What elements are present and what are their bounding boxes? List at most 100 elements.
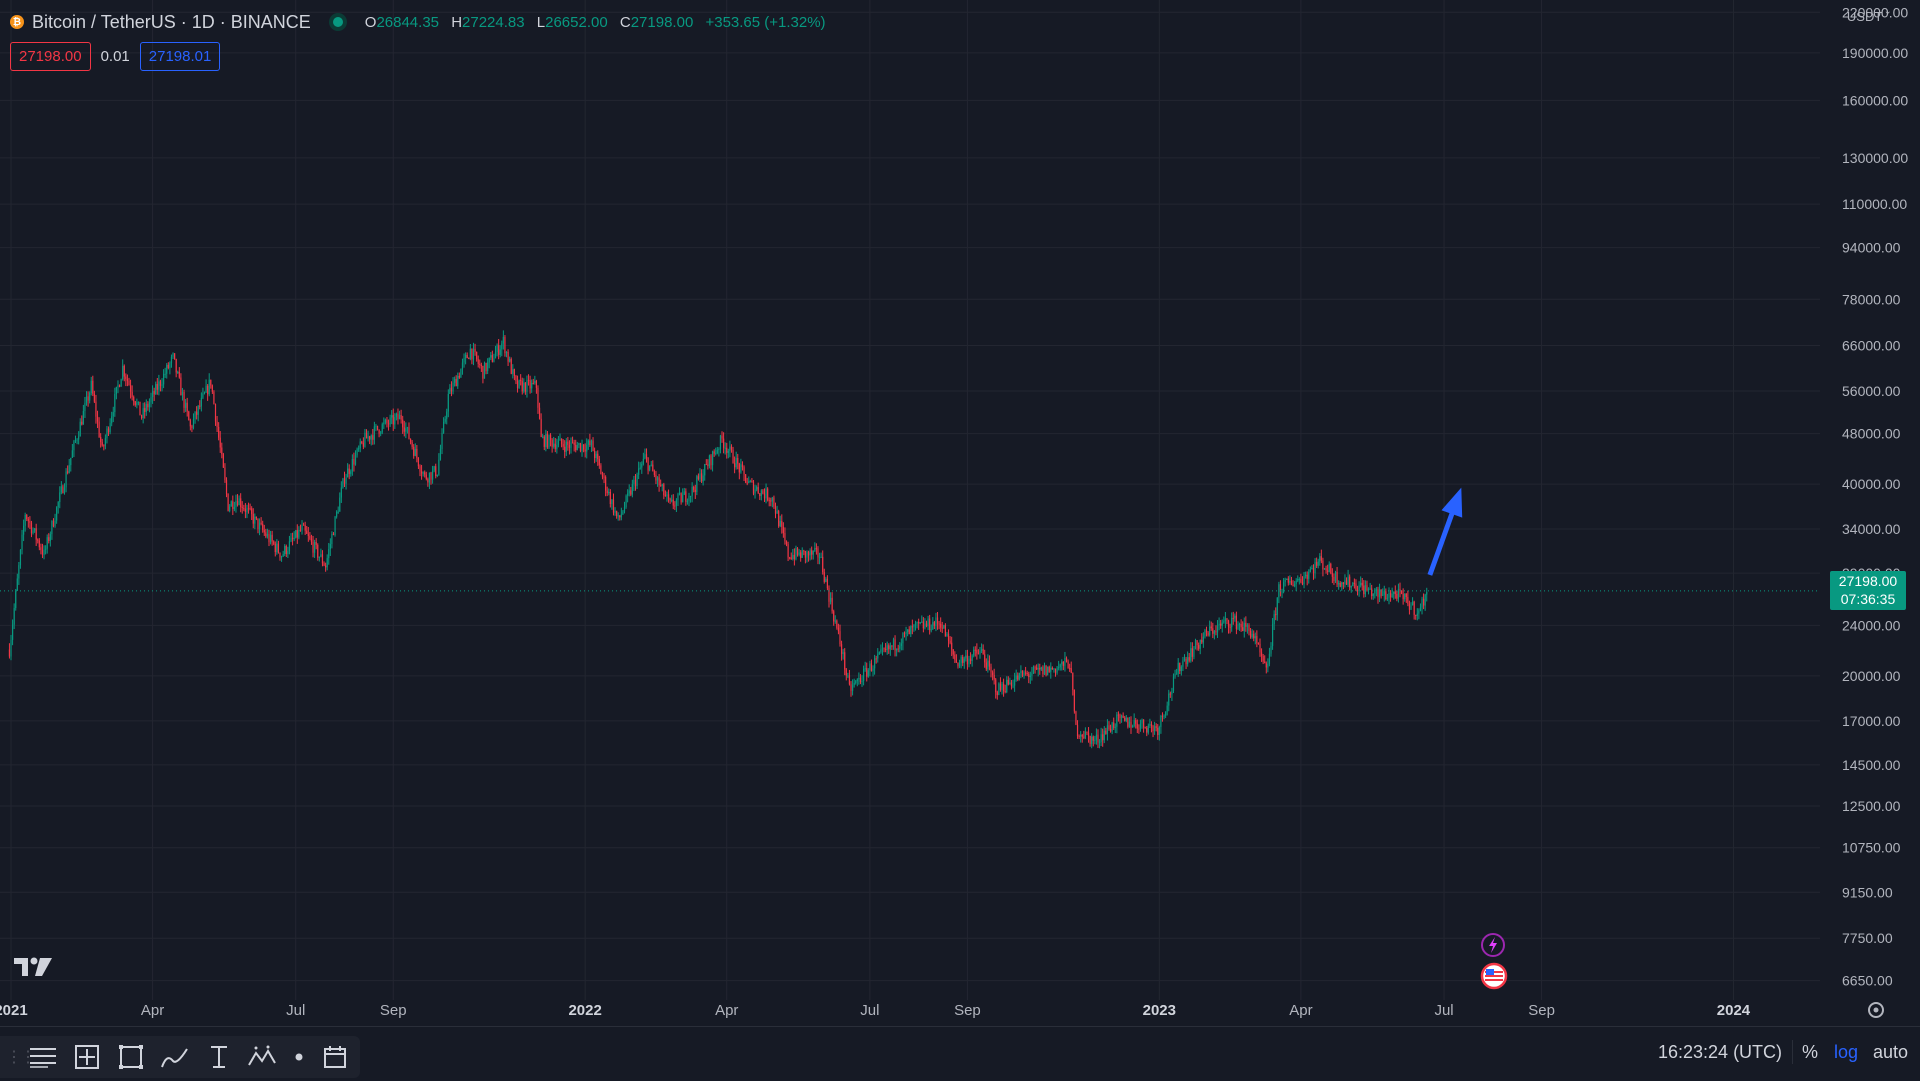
candle [174, 353, 176, 360]
candle [115, 386, 118, 400]
candle [1371, 584, 1373, 600]
candle [741, 461, 744, 471]
candle [57, 501, 59, 514]
candle-body [505, 351, 508, 354]
candle-body [1341, 582, 1343, 587]
candle-body [987, 660, 989, 670]
date-range-icon[interactable] [316, 1037, 354, 1077]
candle-body [765, 488, 767, 499]
brush-icon[interactable] [156, 1037, 194, 1077]
candle-body [469, 348, 471, 359]
buy-button[interactable]: 27198.01 [139, 42, 221, 71]
candle-body [553, 443, 555, 447]
candle [128, 377, 130, 386]
candle [1284, 577, 1286, 587]
candle [601, 471, 604, 480]
utc-clock[interactable]: 16:23:24 (UTC) [1658, 1041, 1783, 1062]
candle-body [93, 393, 95, 402]
low-value: 26652.00 [545, 13, 608, 31]
candle-body [205, 385, 207, 393]
candle [452, 377, 454, 395]
candle [1095, 728, 1098, 745]
candle [343, 471, 346, 488]
candle-body [1051, 667, 1053, 670]
menu-icon[interactable] [24, 1037, 62, 1077]
candle [224, 463, 226, 483]
candle-body [855, 681, 857, 683]
lightning-event-icon[interactable] [1480, 932, 1506, 963]
candle-body [1407, 597, 1409, 604]
symbol-header[interactable]: ₿ Bitcoin / TetherUS · 1D · BINANCE O268… [10, 10, 826, 34]
trend-arrow[interactable] [1427, 487, 1463, 576]
time-axis[interactable]: 2021AprJulSep2022AprJulSep2023AprJulSep2… [0, 1002, 1751, 1019]
candle [653, 469, 655, 478]
candle-body [1171, 691, 1173, 695]
currency-selector[interactable]: USDT ˇ [1846, 9, 1890, 24]
candle [140, 414, 143, 420]
candle-body [682, 494, 684, 503]
candle [595, 451, 597, 462]
candle [244, 503, 246, 519]
candle [310, 534, 313, 545]
candle [1174, 669, 1176, 679]
candle-body [306, 530, 308, 534]
sell-button[interactable]: 27198.00 [10, 42, 91, 71]
bitcoin-icon: ₿ [10, 15, 24, 29]
candle-body [1199, 639, 1201, 649]
candle [1058, 660, 1060, 671]
rectangle-icon[interactable] [112, 1037, 150, 1077]
candle-body [232, 501, 234, 509]
us-flag-event-icon[interactable] [1480, 962, 1508, 995]
candle [1193, 646, 1195, 660]
candle-body [988, 660, 991, 667]
candle [1034, 665, 1036, 674]
market-open-dot-icon [332, 17, 343, 27]
candle-body [211, 385, 213, 392]
crosshair-frame-icon[interactable] [68, 1037, 106, 1077]
candle-body [1073, 690, 1075, 712]
candle [683, 487, 685, 496]
dot-icon[interactable] [287, 1037, 310, 1077]
candle-body [1015, 675, 1017, 680]
pattern-icon[interactable] [243, 1037, 281, 1077]
candle [767, 487, 769, 502]
tradingview-logo-icon[interactable] [14, 956, 54, 983]
price-tick-label: 12500.00 [1842, 798, 1901, 814]
candle [1188, 652, 1190, 663]
candle-body [732, 449, 734, 464]
candle-body [1385, 591, 1387, 600]
auto-scale-toggle[interactable]: auto [1873, 1041, 1909, 1062]
candle-body [468, 358, 470, 360]
candle [1124, 715, 1126, 722]
candle-body [861, 680, 863, 682]
candle [1039, 663, 1041, 675]
candle-body [730, 446, 733, 450]
candle-body [886, 645, 888, 650]
candle-body [630, 490, 632, 495]
candle-body [551, 439, 553, 447]
axis-settings-icon[interactable] [1868, 1002, 1884, 1018]
candle [855, 679, 857, 685]
candle-body [1064, 657, 1066, 666]
candle-body [15, 590, 17, 609]
candle-body [57, 502, 59, 508]
percent-scale-toggle[interactable]: % [1802, 1041, 1819, 1062]
candle [188, 410, 190, 421]
log-scale-toggle[interactable]: log [1834, 1041, 1859, 1062]
candle [1361, 577, 1363, 591]
drag-handle-icon[interactable]: ⋮⋮ [6, 1049, 36, 1066]
candle [1014, 672, 1016, 692]
candle [820, 552, 822, 558]
symbol-title[interactable]: Bitcoin / TetherUS · 1D · BINANCE [32, 11, 311, 32]
text-cursor-icon[interactable] [200, 1037, 238, 1077]
candle [1161, 712, 1164, 722]
candle [801, 547, 803, 559]
price-axis[interactable]: 220000.00190000.00160000.00130000.001100… [1820, 0, 1920, 1026]
candle-body [1327, 570, 1329, 572]
candle [95, 394, 97, 424]
candle [1004, 684, 1006, 694]
candle-body [754, 489, 756, 494]
candle-body [1240, 624, 1242, 628]
candle-body [693, 487, 695, 490]
